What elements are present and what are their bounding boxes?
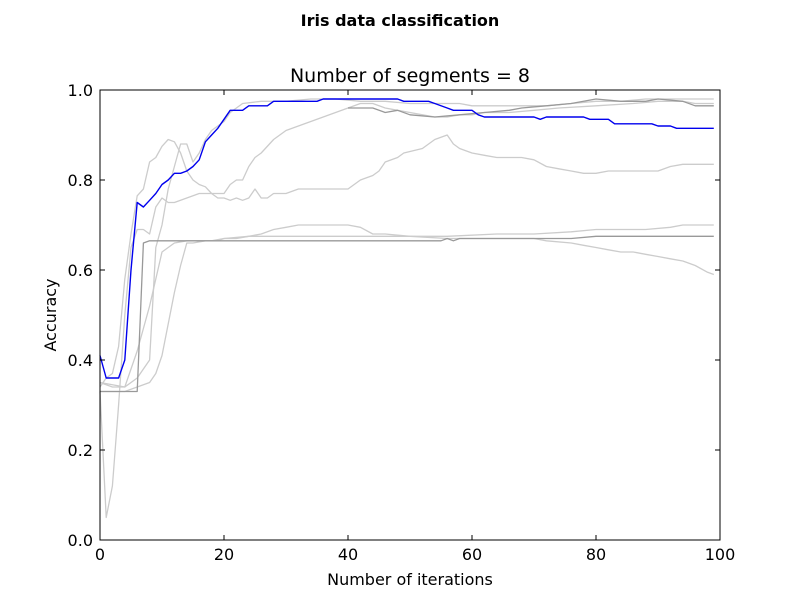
x-tick-label: 20 [214, 545, 234, 564]
plot-frame [99, 89, 721, 541]
y-tick-label: 0.4 [68, 351, 93, 370]
y-axis-label: Accuracy [41, 278, 60, 351]
ticks-layer: 0 20 40 60 80 100 0.0 0.2 0.4 0.6 0.8 1.0 [68, 81, 736, 564]
y-tick-label: 0.8 [68, 171, 93, 190]
series-line-7 [348, 98, 714, 118]
series-line-4 [100, 224, 714, 393]
x-tick-label: 100 [705, 545, 736, 564]
series-line-highlight [99, 98, 714, 379]
x-tick-label: 40 [338, 545, 358, 564]
series-line-1 [99, 100, 714, 519]
chart-title: Number of segments = 8 [290, 65, 530, 87]
x-axis-label: Number of iterations [327, 570, 493, 589]
series-layer [99, 98, 715, 519]
series-line-2 [99, 134, 714, 388]
x-tick-label: 80 [586, 545, 606, 564]
y-tick-label: 0.2 [68, 441, 93, 460]
series-line-6 [100, 235, 714, 393]
series-line-3 [99, 224, 715, 388]
y-tick-label: 0.6 [68, 261, 93, 280]
figure-suptitle: Iris data classification [301, 11, 500, 30]
y-tick-label: 1.0 [68, 81, 93, 100]
y-tick-label: 0.0 [68, 531, 93, 550]
plot-area [100, 90, 720, 540]
x-tick-label: 60 [462, 545, 482, 564]
x-tick-label: 0 [95, 545, 105, 564]
